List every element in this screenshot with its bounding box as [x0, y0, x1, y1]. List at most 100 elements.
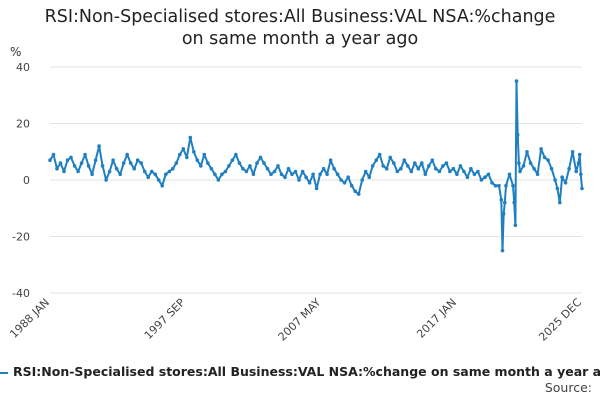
data-point: [444, 161, 449, 165]
data-point: [156, 178, 161, 182]
data-point: [230, 158, 235, 162]
data-point: [72, 164, 77, 168]
x-tick-label: 2007 MAY: [276, 296, 324, 344]
legend-label: RSI:Non-Specialised stores:All Business:…: [13, 364, 600, 379]
data-point: [553, 178, 557, 182]
data-point: [549, 166, 554, 171]
data-point: [437, 169, 442, 174]
data-point: [216, 178, 221, 182]
data-point: [304, 175, 308, 179]
gridlines: [50, 66, 582, 294]
data-point: [188, 135, 193, 140]
data-point: [149, 169, 154, 174]
data-point: [503, 200, 507, 205]
data-point: [441, 164, 445, 168]
data-point: [423, 172, 428, 177]
y-tick-label: 0: [23, 174, 30, 187]
data-point: [314, 186, 319, 191]
data-point: [384, 166, 389, 171]
data-point: [178, 152, 182, 157]
data-point: [555, 186, 560, 191]
data-point: [90, 172, 94, 177]
data-point: [160, 183, 164, 188]
data-point: [512, 200, 516, 205]
data-point: [499, 198, 504, 202]
data-point: [570, 150, 575, 154]
legend: RSI:Non-Specialised stores:All Business:…: [0, 364, 600, 380]
data-point: [223, 169, 228, 174]
data-point: [515, 133, 520, 137]
data-point: [535, 172, 540, 177]
data-point: [356, 192, 361, 196]
legend-swatch: [0, 371, 8, 374]
y-tick-label: 20: [16, 118, 30, 131]
data-point: [580, 186, 584, 191]
data-point: [370, 164, 375, 168]
data-point: [132, 166, 136, 171]
data-point: [107, 169, 112, 174]
data-point: [262, 161, 266, 165]
data-point: [349, 183, 354, 188]
data-point: [493, 183, 498, 188]
data-point: [455, 172, 459, 177]
data-point: [560, 175, 564, 179]
data-point: [395, 169, 400, 174]
data-point: [65, 158, 70, 162]
data-point: [325, 172, 329, 177]
data-point: [513, 223, 518, 227]
x-tick-label: 2025 DEC: [536, 296, 584, 344]
data-point: [321, 166, 326, 171]
data-point: [427, 164, 431, 168]
data-point: [62, 169, 66, 174]
data-point: [525, 150, 529, 154]
data-point: [76, 169, 80, 174]
data-point: [367, 175, 372, 179]
data-point: [265, 166, 270, 171]
data-point: [558, 200, 562, 205]
data-point: [388, 155, 393, 160]
data-point: [69, 155, 73, 160]
data-point: [79, 161, 84, 165]
data-point: [164, 172, 168, 177]
data-point: [399, 166, 403, 171]
data-point: [114, 166, 119, 171]
y-tick-label: -40: [12, 287, 30, 300]
data-point: [434, 166, 438, 171]
data-point: [413, 161, 417, 165]
data-point: [507, 172, 512, 177]
data-point: [174, 161, 179, 165]
data-point: [237, 161, 242, 165]
data-point: [121, 161, 126, 165]
data-point: [139, 161, 143, 165]
data-point: [392, 161, 396, 165]
data-point: [251, 172, 256, 177]
data-point: [497, 183, 501, 188]
y-axis-tick-labels: 40 20 0 -20 -40: [12, 61, 30, 300]
data-point: [353, 189, 358, 194]
data-point: [363, 169, 368, 174]
data-point: [532, 166, 536, 171]
data-point: [328, 158, 333, 162]
data-point: [290, 172, 294, 177]
data-point: [318, 172, 322, 177]
series-markers: [48, 79, 584, 253]
data-point: [563, 181, 568, 185]
data-point: [539, 147, 543, 151]
data-point: [51, 152, 56, 157]
data-point: [142, 169, 147, 174]
data-point: [297, 178, 301, 182]
data-point: [567, 166, 571, 171]
chart-title-line-1: RSI:Non-Specialised stores:All Business:…: [44, 7, 556, 27]
data-point: [409, 169, 414, 174]
data-point: [546, 158, 550, 162]
data-point: [542, 155, 547, 160]
x-tick-label: 2017 JAN: [414, 296, 459, 341]
data-point: [504, 183, 508, 188]
data-point: [118, 172, 122, 177]
data-point: [206, 161, 210, 165]
data-point: [574, 169, 578, 174]
data-point: [213, 172, 217, 177]
data-point: [307, 181, 312, 185]
data-point: [479, 178, 484, 182]
data-point: [171, 166, 175, 171]
